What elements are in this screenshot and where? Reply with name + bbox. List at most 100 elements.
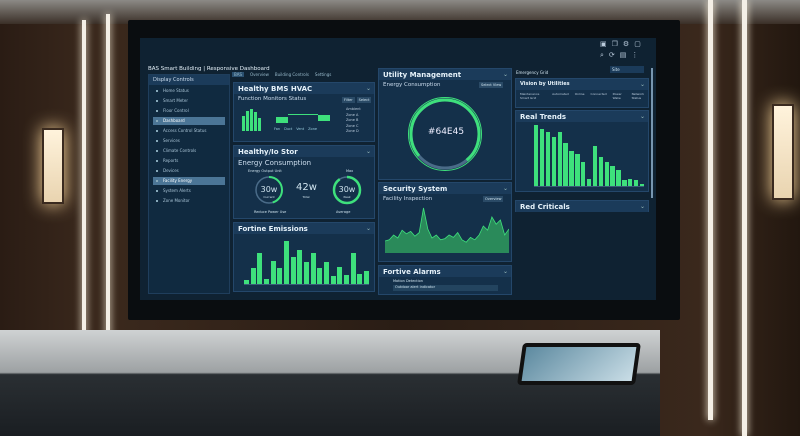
storage-panel: Healthy/Io Stor ⌄ Energy Consumption Ener… bbox=[233, 145, 375, 219]
utility-ring bbox=[408, 97, 482, 171]
chevron-down-icon[interactable]: ⌄ bbox=[639, 81, 645, 88]
sidebar-item[interactable]: Reports bbox=[153, 157, 225, 165]
gauges bbox=[255, 175, 362, 205]
sidebar-item[interactable]: Devices bbox=[153, 167, 225, 175]
chevron-down-icon[interactable]: ⌄ bbox=[365, 85, 371, 92]
tab[interactable]: Overview bbox=[250, 72, 269, 77]
trend-bar bbox=[622, 179, 627, 186]
chevron-down-icon[interactable]: ⌄ bbox=[365, 225, 371, 232]
sidebar-item[interactable]: System Alerts bbox=[153, 187, 225, 195]
wall-sconce bbox=[42, 128, 64, 204]
alarms-panel: Fortive Alarms ⌄ Motion Detection Outdoor… bbox=[378, 265, 512, 295]
hvac-label: Duct bbox=[284, 127, 293, 131]
fortine-bar bbox=[250, 268, 256, 284]
sidebar-item[interactable]: Access Control Status bbox=[153, 127, 225, 135]
chevron-down-icon[interactable]: ⌄ bbox=[639, 203, 645, 210]
legend-item: Ambient bbox=[346, 107, 361, 111]
sidebar-item[interactable]: Zone Monitor bbox=[153, 197, 225, 205]
legend-item: Zone C bbox=[346, 123, 359, 128]
tablet-screen bbox=[521, 347, 637, 381]
more-icon[interactable]: ⋮ bbox=[631, 51, 639, 59]
refresh-icon[interactable]: ⟳ bbox=[608, 51, 615, 59]
trend-bar bbox=[534, 125, 539, 186]
fortine-bar bbox=[337, 266, 343, 284]
legend-item: Zone D bbox=[346, 129, 359, 133]
hvac-bar-chart bbox=[242, 109, 261, 131]
utility-panel: Utility Management ⌄ Energy Consumption S… bbox=[378, 68, 512, 180]
trend-bar bbox=[545, 132, 551, 186]
settings-icon[interactable]: ⚙ bbox=[622, 40, 630, 48]
trend-bar bbox=[575, 154, 580, 186]
gauge-value: 42w bbox=[296, 182, 317, 193]
gauge-value: 30w bbox=[338, 185, 356, 194]
hvac-label: Fan bbox=[274, 127, 281, 131]
hvac-label: Zone bbox=[308, 127, 318, 131]
trends-bar-chart bbox=[534, 125, 645, 187]
sidebar-item[interactable]: Smart Meter bbox=[153, 97, 225, 105]
hvac-bar bbox=[250, 109, 253, 131]
sidebar-item[interactable]: Floor Control bbox=[153, 107, 225, 115]
trend-bar bbox=[616, 170, 621, 186]
trend-bar bbox=[563, 143, 568, 186]
status-item: Connected bbox=[590, 92, 607, 96]
hvac-label: Vent bbox=[296, 127, 305, 131]
duct-line bbox=[288, 114, 318, 115]
panel-title: Real Trends bbox=[516, 111, 648, 122]
copy-icon[interactable]: ❐ bbox=[611, 40, 618, 48]
overview-button[interactable]: Overview bbox=[483, 196, 504, 202]
filter-button[interactable]: Filter bbox=[342, 97, 355, 103]
wall-sconce bbox=[772, 104, 794, 200]
security-line bbox=[385, 207, 509, 243]
panel-title: Fortine Emissions bbox=[234, 223, 374, 234]
sidebar-title: Display Controls bbox=[149, 75, 229, 85]
fortine-bar bbox=[244, 280, 250, 284]
sidebar-item[interactable]: Climate Controls bbox=[153, 147, 225, 155]
duct-block bbox=[276, 117, 288, 123]
status-item: Automated bbox=[552, 92, 569, 96]
fortine-bar bbox=[357, 274, 363, 284]
fortine-bar bbox=[330, 275, 336, 284]
chevron-down-icon[interactable]: ⌄ bbox=[502, 71, 508, 78]
chevron-down-icon[interactable]: ⌄ bbox=[502, 268, 508, 275]
select-view-button[interactable]: Select View bbox=[479, 82, 504, 88]
security-panel: Security System ⌄ Facility Inspection Ove… bbox=[378, 182, 512, 262]
chevron-down-icon[interactable]: ⌄ bbox=[365, 148, 371, 155]
site-select[interactable]: Site bbox=[610, 66, 644, 73]
sidebar-item[interactable]: Home Status bbox=[153, 87, 225, 95]
tab[interactable]: BAS bbox=[232, 72, 245, 77]
sidebar-item[interactable]: Facility Energy bbox=[153, 177, 225, 185]
alarm-item[interactable]: Motion Detection bbox=[393, 279, 423, 283]
chevron-down-icon[interactable]: ⌄ bbox=[502, 185, 508, 192]
trend-bar bbox=[633, 179, 639, 186]
fortine-bar bbox=[290, 257, 296, 284]
gauge-fill bbox=[332, 175, 362, 205]
hvac-bar bbox=[258, 117, 261, 131]
light-strip bbox=[82, 20, 86, 336]
lock-icon[interactable]: ▣ bbox=[600, 40, 607, 48]
trend-bar bbox=[610, 166, 615, 186]
sidebar-item[interactable]: Dashboard bbox=[153, 117, 225, 125]
layout-icon[interactable]: ▤ bbox=[619, 51, 627, 59]
select-button[interactable]: Select bbox=[356, 97, 372, 103]
search-icon[interactable]: ⌕ bbox=[600, 51, 604, 59]
trend-bar bbox=[604, 161, 609, 186]
status-item: Network Status bbox=[631, 92, 645, 100]
panel-title: Vision by Utilities bbox=[516, 79, 648, 90]
chevron-down-icon[interactable]: ⌄ bbox=[639, 113, 645, 120]
panel-subtitle: Facility Inspection bbox=[383, 196, 433, 202]
fortine-bar bbox=[317, 268, 323, 284]
secondary-toolbar: ⌕ ⟳ ▤ ⋮ bbox=[600, 51, 638, 60]
gauge-sub: Current bbox=[263, 195, 275, 199]
gauge-fill bbox=[255, 176, 283, 204]
app-title: BAS Smart Building | Responsive Dashboar… bbox=[148, 66, 270, 72]
gauge-label: Max bbox=[346, 169, 354, 173]
tab[interactable]: Building Controls bbox=[274, 72, 309, 77]
fortine-bar bbox=[297, 250, 303, 284]
scrollbar[interactable] bbox=[651, 68, 653, 198]
alarm-item[interactable]: Outdoor alert indicator bbox=[393, 285, 498, 291]
sidebar-item[interactable]: Services bbox=[153, 137, 225, 145]
window-icon[interactable]: ▢ bbox=[634, 40, 641, 48]
panel-subtitle: Function Monitors Status bbox=[238, 96, 307, 102]
tab[interactable]: Settings bbox=[314, 72, 332, 77]
hvac-buttons: Filter Select bbox=[342, 97, 372, 103]
